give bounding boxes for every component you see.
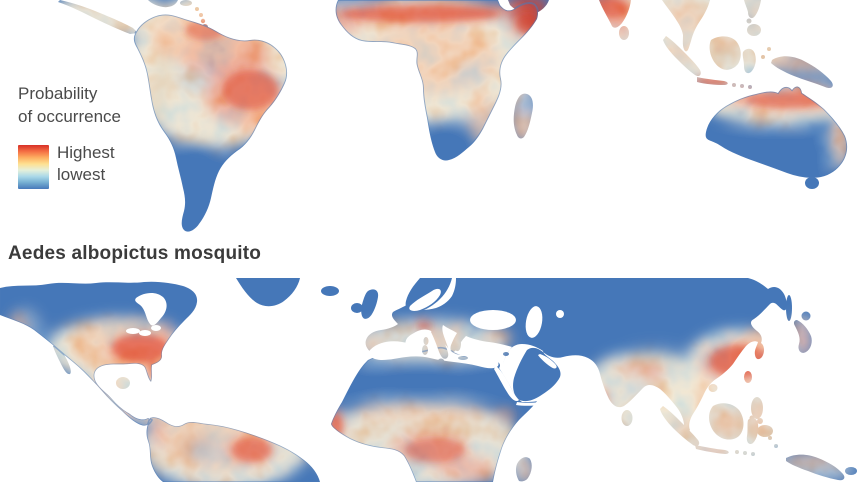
legend-title-line2: of occurrence [18,107,121,126]
legend-label-lowest: lowest [57,165,106,184]
legend-title-line1: Probability [18,84,98,103]
legend-labels: Highest lowest [57,142,115,186]
map-aedes-aegypti [0,0,857,238]
legend: Probability of occurrence Highest lowest [18,82,121,189]
legend-gradient-swatch [18,145,49,189]
map-aedes-albopictus [0,278,857,482]
albopictus-map-graphic [0,278,857,482]
legend-label-highest: Highest [57,143,115,162]
aegypti-map-graphic [0,0,857,238]
map-heading-aedes-albopictus: Aedes albopictus mosquito [8,243,262,264]
legend-title: Probability of occurrence [18,82,121,128]
